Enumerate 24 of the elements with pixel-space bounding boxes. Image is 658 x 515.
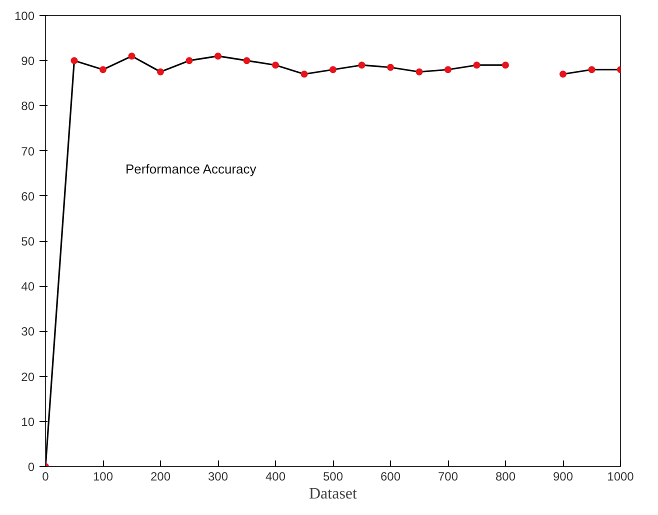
y-tick-label: 40 (21, 280, 35, 294)
x-tick-label: 1000 (607, 470, 634, 484)
y-tick-label: 100 (14, 9, 35, 23)
x-tick-label: 400 (265, 470, 286, 484)
x-tick-label: 800 (495, 470, 516, 484)
y-tick-label: 80 (21, 99, 35, 114)
x-tick-label: 0 (42, 470, 50, 484)
y-tick-label: 90 (21, 54, 35, 68)
x-tick-label: 300 (208, 470, 228, 484)
y-tick-label: 0 (28, 460, 35, 474)
y-tick-label: 70 (21, 144, 35, 158)
x-axis-title: Dataset (309, 486, 358, 502)
y-tick-label: 30 (21, 324, 35, 339)
x-tick-label: 200 (150, 470, 171, 484)
y-tick-label: 50 (21, 234, 35, 248)
y-tick-label: 60 (21, 189, 35, 204)
x-tick-label: 700 (438, 470, 458, 484)
annotation: Performance Accuracy (126, 162, 257, 176)
y-tick-label: 20 (21, 370, 35, 384)
x-tick-label: 600 (380, 470, 401, 484)
y-tick-label: 10 (21, 414, 35, 429)
x-tick-label: 500 (322, 470, 344, 484)
x-tick-label: 100 (92, 470, 114, 484)
x-tick-label: 900 (552, 470, 574, 484)
